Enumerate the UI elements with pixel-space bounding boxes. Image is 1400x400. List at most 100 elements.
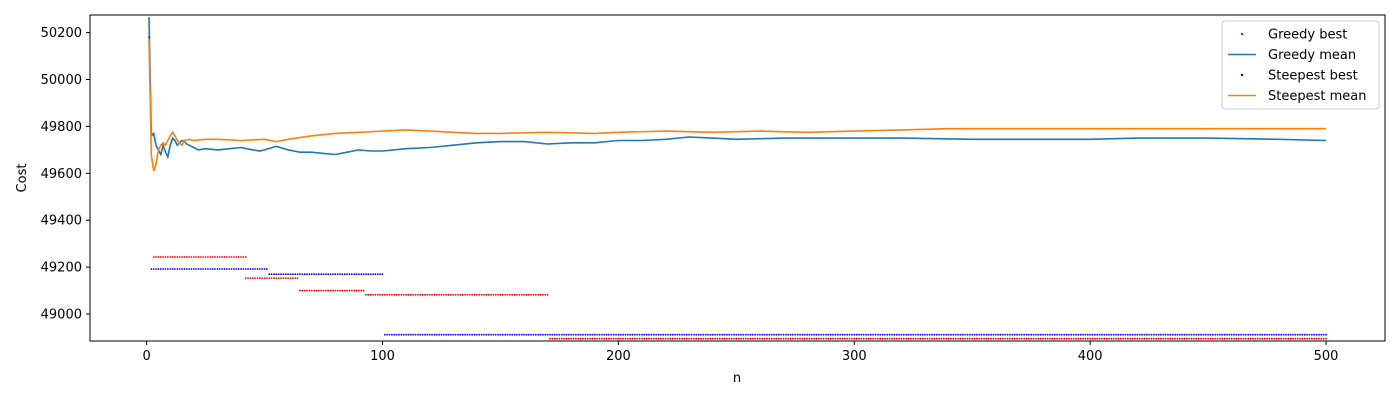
data-point xyxy=(572,333,575,336)
data-point xyxy=(325,289,327,292)
data-point xyxy=(251,268,254,270)
data-point xyxy=(858,333,860,336)
data-point xyxy=(1037,337,1040,340)
data-point xyxy=(1254,333,1257,336)
data-point xyxy=(563,337,565,340)
data-point xyxy=(1188,333,1191,336)
data-point xyxy=(813,337,816,340)
data-point xyxy=(869,333,872,336)
data-point xyxy=(188,256,191,258)
data-point xyxy=(792,333,794,336)
data-point xyxy=(1202,337,1205,340)
data-point xyxy=(190,268,193,270)
legend-swatch xyxy=(1240,73,1244,77)
data-point xyxy=(787,333,790,336)
data-point xyxy=(1301,337,1304,340)
data-point xyxy=(464,293,466,296)
data-point xyxy=(898,333,900,336)
data-point xyxy=(950,333,952,336)
data-point xyxy=(1145,337,1148,340)
data-point xyxy=(1063,333,1066,336)
data-point xyxy=(1122,333,1125,336)
data-point xyxy=(891,337,893,340)
data-point xyxy=(447,293,450,296)
data-point xyxy=(1204,333,1207,336)
data-point xyxy=(992,333,995,336)
data-point xyxy=(1311,333,1313,336)
data-point xyxy=(1270,333,1273,336)
data-point xyxy=(468,293,471,296)
data-point xyxy=(183,268,186,270)
data-point xyxy=(1200,333,1202,336)
data-point xyxy=(1171,333,1174,336)
data-point xyxy=(994,337,997,340)
data-point xyxy=(650,333,653,336)
series-steepest-mean xyxy=(148,39,1326,172)
data-point xyxy=(1195,333,1198,336)
data-point xyxy=(959,333,962,336)
data-point xyxy=(1119,337,1122,340)
data-point xyxy=(277,277,280,279)
data-point xyxy=(818,337,820,340)
data-point xyxy=(346,289,348,292)
data-point xyxy=(336,289,339,292)
data-point xyxy=(865,333,867,336)
data-point xyxy=(990,337,992,340)
data-point xyxy=(376,293,379,296)
data-point xyxy=(494,293,497,296)
data-point xyxy=(388,333,391,336)
data-point xyxy=(369,293,372,296)
data-point xyxy=(362,289,365,292)
data-point xyxy=(938,337,941,340)
data-point xyxy=(183,256,186,258)
data-point xyxy=(1072,337,1075,340)
data-point xyxy=(619,333,622,336)
data-point xyxy=(1301,333,1304,336)
data-point xyxy=(987,337,990,340)
data-point xyxy=(1221,337,1224,340)
data-point xyxy=(1313,337,1316,340)
data-point xyxy=(341,273,344,276)
data-point xyxy=(1207,337,1209,340)
data-point xyxy=(1152,333,1155,336)
data-point xyxy=(553,333,556,336)
data-point xyxy=(1313,333,1316,336)
data-point xyxy=(296,273,299,276)
data-point xyxy=(230,256,233,258)
data-point xyxy=(1136,333,1139,336)
data-point xyxy=(669,333,672,336)
series-line xyxy=(148,39,1326,172)
data-point xyxy=(872,337,874,340)
data-point xyxy=(1143,337,1146,340)
data-point xyxy=(350,273,353,276)
data-point xyxy=(504,293,507,296)
data-point xyxy=(733,333,735,336)
data-point xyxy=(1068,337,1070,340)
data-point xyxy=(270,273,273,276)
data-point xyxy=(964,333,966,336)
data-point xyxy=(881,333,884,336)
data-point xyxy=(240,268,242,270)
data-point xyxy=(263,277,266,279)
data-point xyxy=(1289,333,1292,336)
data-point xyxy=(1249,333,1252,336)
data-point xyxy=(492,293,495,296)
data-point xyxy=(1053,337,1056,340)
data-point xyxy=(284,273,287,276)
data-point xyxy=(954,333,957,336)
data-point xyxy=(780,333,782,336)
data-point xyxy=(803,333,806,336)
data-point xyxy=(292,277,294,279)
data-point xyxy=(322,289,325,292)
data-point xyxy=(166,256,169,258)
data-point xyxy=(822,337,825,340)
data-point xyxy=(1127,337,1129,340)
data-point xyxy=(1051,337,1054,340)
data-point xyxy=(1042,337,1044,340)
data-point xyxy=(360,289,363,292)
data-point xyxy=(1155,337,1158,340)
data-point xyxy=(947,337,950,340)
data-point xyxy=(742,333,745,336)
data-point xyxy=(808,337,811,340)
